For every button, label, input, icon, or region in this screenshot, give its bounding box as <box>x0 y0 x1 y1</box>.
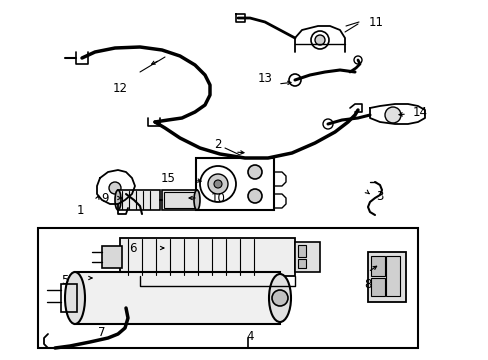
Bar <box>297 259 305 268</box>
Circle shape <box>384 107 400 123</box>
Circle shape <box>214 180 222 188</box>
Bar <box>297 245 305 257</box>
Bar <box>370 278 384 296</box>
Text: 4: 4 <box>246 329 253 342</box>
Ellipse shape <box>115 190 121 210</box>
Bar <box>196 158 273 210</box>
Text: 7: 7 <box>98 327 105 339</box>
Text: 11: 11 <box>368 15 383 28</box>
Bar <box>385 256 399 296</box>
Circle shape <box>271 290 287 306</box>
Bar <box>61 284 77 312</box>
Text: 15: 15 <box>160 171 175 184</box>
Bar <box>163 192 195 208</box>
Circle shape <box>288 74 301 86</box>
Bar <box>38 228 417 348</box>
Bar <box>294 242 319 272</box>
Ellipse shape <box>194 190 200 210</box>
Circle shape <box>207 174 227 194</box>
Text: 3: 3 <box>376 189 383 202</box>
Bar <box>370 256 384 276</box>
Text: 13: 13 <box>257 72 272 85</box>
Text: 8: 8 <box>364 279 371 292</box>
Circle shape <box>314 35 325 45</box>
Text: 6: 6 <box>129 242 137 255</box>
Text: 10: 10 <box>210 192 225 204</box>
Circle shape <box>247 165 262 179</box>
Circle shape <box>109 182 121 194</box>
Ellipse shape <box>268 274 290 322</box>
Text: 9: 9 <box>101 192 108 204</box>
Bar <box>75 272 280 324</box>
Bar <box>102 246 122 268</box>
Text: 1: 1 <box>76 203 83 216</box>
Text: 12: 12 <box>112 81 127 94</box>
Circle shape <box>247 189 262 203</box>
Text: 14: 14 <box>412 105 427 118</box>
Ellipse shape <box>65 272 85 324</box>
Text: 5: 5 <box>61 274 68 287</box>
Bar <box>367 252 405 302</box>
Bar <box>162 190 197 210</box>
Text: 2: 2 <box>214 138 221 150</box>
Bar <box>118 190 160 210</box>
Bar <box>120 238 294 276</box>
